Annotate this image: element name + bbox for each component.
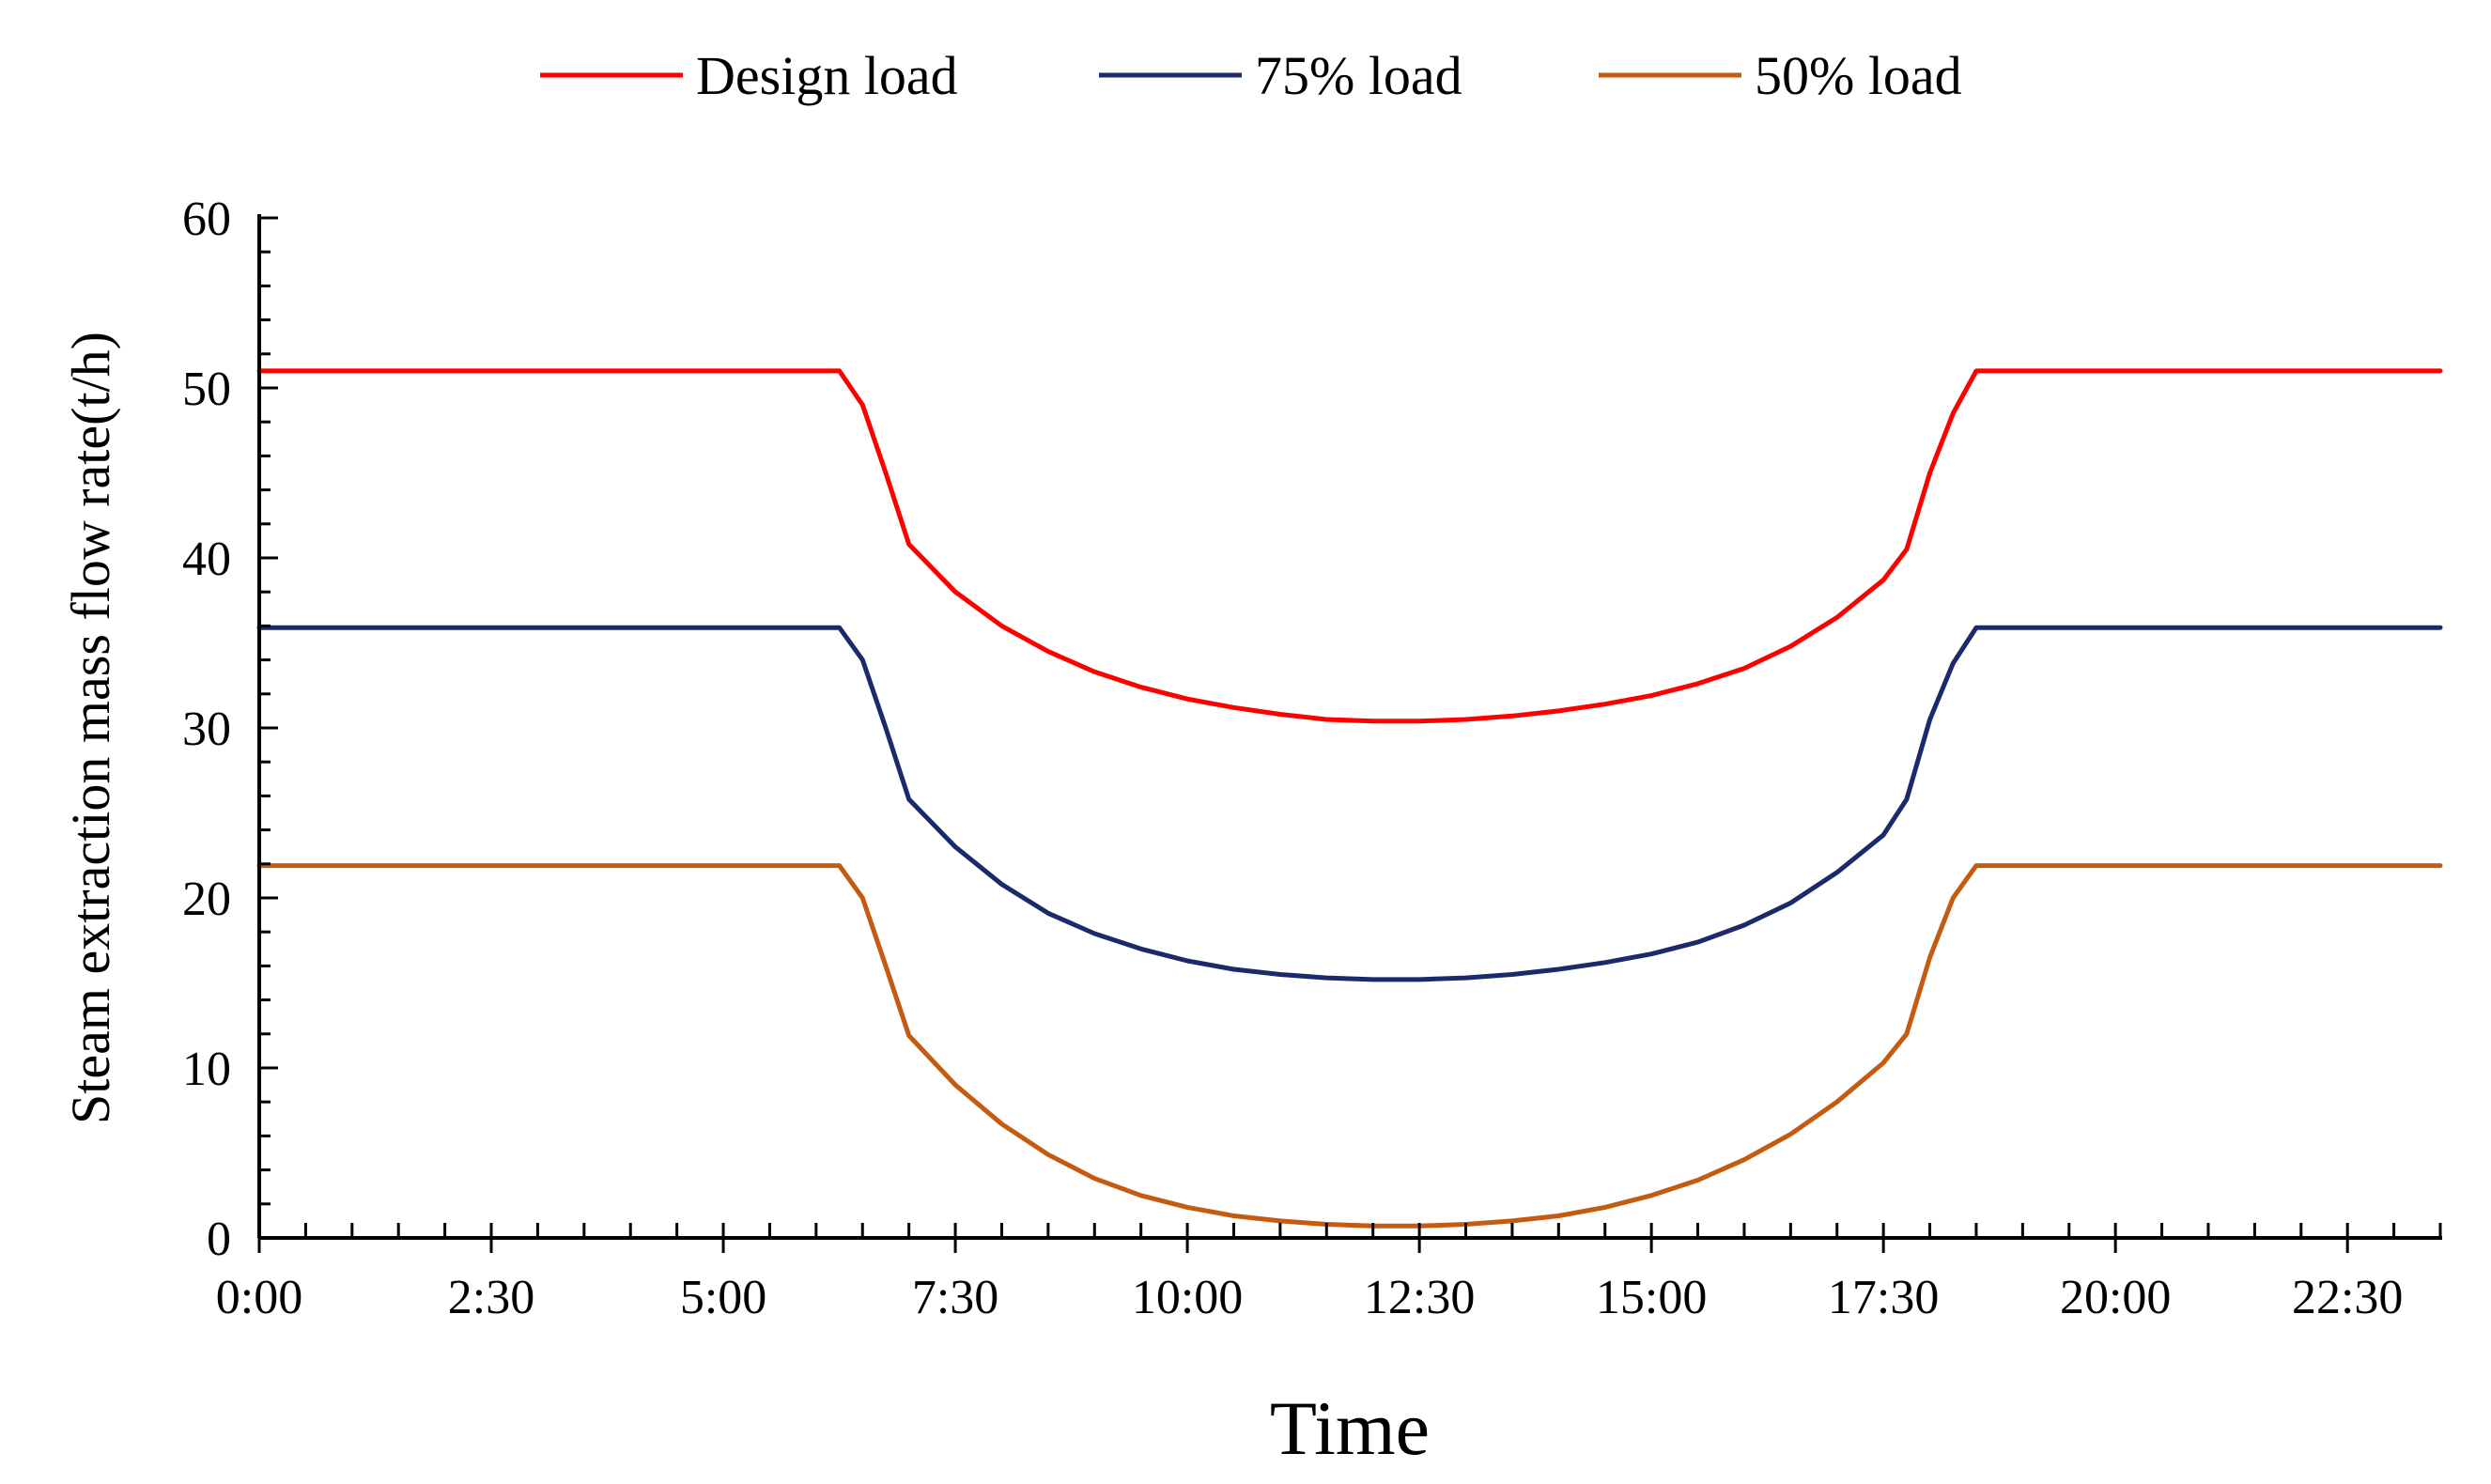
plot-area: 0 10 20 30 40 50 60 0:00 2:30 5:00 7:30 10:00 12:30 1… bbox=[182, 193, 2443, 1324]
x-tick-label: 7:30 bbox=[912, 1271, 998, 1324]
series-line-2 bbox=[256, 863, 2443, 1229]
y-axis-title: Steam extraction mass flow rate(t/h) bbox=[60, 332, 121, 1124]
y-tick-label: 40 bbox=[182, 533, 231, 586]
x-tick-label: 0:00 bbox=[216, 1271, 302, 1324]
legend-label-1: 75% load bbox=[1255, 45, 1462, 106]
y-tick-label: 60 bbox=[182, 193, 231, 246]
series-layer bbox=[256, 368, 2443, 1229]
x-tick-label: 2:30 bbox=[448, 1271, 534, 1324]
x-axis-title: Time bbox=[1270, 1385, 1430, 1471]
legend-label-0: Design load bbox=[696, 45, 958, 106]
legend: Design load 75% load 50% load bbox=[540, 45, 1962, 106]
legend-label-2: 50% load bbox=[1755, 45, 1962, 106]
y-tick-label: 20 bbox=[182, 873, 231, 926]
y-tick-label: 30 bbox=[182, 703, 231, 756]
x-tick-label: 20:00 bbox=[2060, 1271, 2171, 1324]
x-tick-label: 17:30 bbox=[1828, 1271, 1939, 1324]
series-line-1 bbox=[256, 625, 2443, 982]
x-tick-label: 10:00 bbox=[1132, 1271, 1243, 1324]
y-tick-label: 10 bbox=[182, 1043, 231, 1096]
x-tick-label: 5:00 bbox=[680, 1271, 766, 1324]
series-line-0 bbox=[256, 368, 2443, 724]
x-tick-label: 12:30 bbox=[1364, 1271, 1475, 1324]
x-tick-label: 22:30 bbox=[2292, 1271, 2403, 1324]
y-tick-label: 50 bbox=[182, 363, 231, 416]
y-tick-label: 0 bbox=[207, 1213, 231, 1266]
x-tick-label: 15:00 bbox=[1596, 1271, 1707, 1324]
axes-layer: 0 10 20 30 40 50 60 0:00 2:30 5:00 7:30 10:00 12:30 1… bbox=[182, 193, 2442, 1324]
